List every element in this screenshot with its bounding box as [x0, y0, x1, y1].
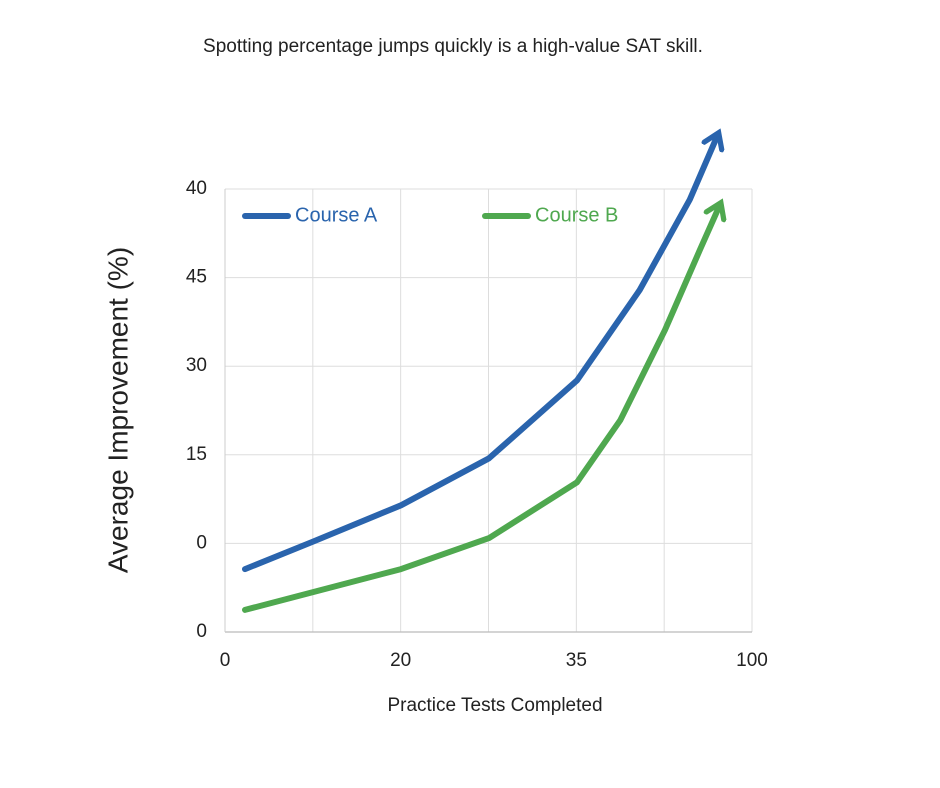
- chart-title: Spotting percentage jumps quickly is a h…: [203, 36, 703, 57]
- line: [242, 135, 718, 573]
- y-axis-label: Average Improvement (%): [102, 247, 133, 573]
- y-tick-label: 0: [196, 621, 207, 642]
- y-tick-label: 30: [186, 355, 207, 376]
- x-tick-label: 100: [736, 650, 768, 671]
- legend-label: Course B: [535, 204, 618, 226]
- y-tick-label: 45: [186, 267, 207, 288]
- legend-label: Course A: [295, 204, 378, 226]
- x-tick-label: 35: [566, 650, 587, 671]
- y-tick-label: 15: [186, 444, 207, 465]
- x-axis-label: Practice Tests Completed: [387, 695, 602, 716]
- line: [242, 205, 720, 613]
- x-tick-label: 0: [220, 650, 231, 671]
- y-tick-label: 0: [196, 532, 207, 553]
- y-tick-label: 40: [186, 178, 207, 199]
- x-tick-label: 20: [390, 650, 411, 671]
